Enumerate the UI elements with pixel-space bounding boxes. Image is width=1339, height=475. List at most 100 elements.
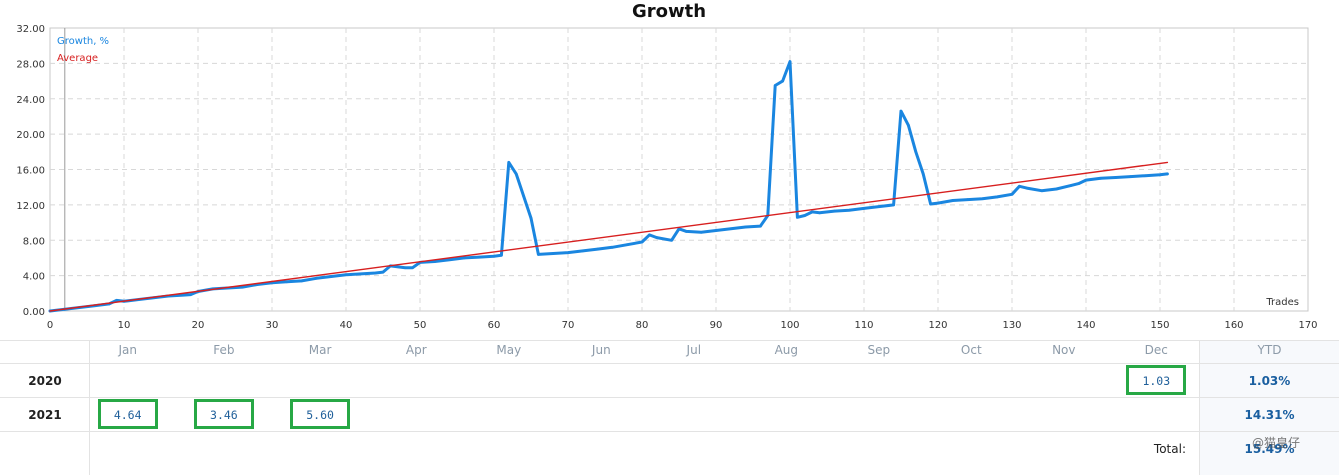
highlight-box [193,399,254,429]
growth-point [951,199,955,202]
growth-point [981,197,984,200]
growth-point [374,271,377,275]
growth-point [899,109,903,113]
legend-average: Average [57,53,98,64]
month-header-may: May [496,343,522,357]
x-tick-label: 110 [854,320,873,331]
grid-lines [50,28,1308,311]
growth-point [1055,187,1058,191]
row-divider-1 [0,397,1339,398]
growth-point [1166,172,1169,176]
growth-point [1018,185,1021,188]
x-tick-label: 0 [47,320,53,331]
growth-point [877,205,881,208]
growth-point [929,202,932,206]
growth-point [115,299,118,302]
total-label: Total: [1153,442,1186,456]
growth-chart: Growth 0.00 4.00 8.00 12.00 16.00 20.00 24.00 2… [16,1,1317,331]
x-tick-label: 20 [192,320,205,331]
growth-point [411,266,414,269]
growth-point [1025,186,1029,190]
row-divider-2 [0,431,1339,432]
growth-point [788,60,792,63]
growth-point [1099,177,1103,180]
growth-point [500,253,503,257]
x-tick-label: 90 [710,320,723,331]
month-header-feb: Feb [213,343,235,357]
growth-point [803,214,807,217]
month-value-cell: 1.03 [1142,374,1171,388]
growth-point [995,195,999,199]
y-tick-label: 4.00 [23,272,45,283]
growth-point [640,240,644,244]
growth-point [448,258,451,262]
growth-point [492,254,496,258]
growth-point [433,260,437,263]
growth-point [300,279,303,283]
month-header-jul: Jul [686,343,702,357]
month-header-mar: Mar [308,343,332,357]
growth-point [1084,178,1088,182]
month-header-apr: Apr [405,343,427,357]
growth-point [1143,174,1147,177]
growth-point [596,247,599,251]
x-tick-label: 10 [118,320,131,331]
axes: 0.00 4.00 8.00 12.00 16.00 20.00 24.00 28.00 32.… [16,24,1317,331]
row-header-divider [89,340,90,475]
table-top-border [0,340,1339,341]
growth-point [781,79,784,83]
x-tick-label: 80 [636,320,649,331]
legend-growth: Growth, % [57,36,109,47]
growth-point [699,230,703,234]
month-header-dec: Dec [1144,343,1168,357]
y-tick-label: 12.00 [16,201,45,212]
month-value-cell: 4.64 [113,408,142,422]
x-tick-label: 50 [414,320,427,331]
legend: Growth, % Average [57,36,109,64]
y-tick-label: 32.00 [16,24,45,35]
growth-point [914,150,918,154]
growth-point [1158,173,1162,177]
growth-point [714,229,718,232]
growth-point [1129,175,1132,178]
growth-point [796,215,799,219]
watermark: @猫皇仔 [1252,436,1301,450]
growth-point [344,273,348,277]
growth-point [507,161,511,164]
growth-point [241,285,244,289]
ytd-column-bg [1200,340,1339,475]
growth-point [463,256,466,260]
growth-point [537,253,540,256]
month-value-cell: 5.60 [306,408,334,422]
month-header-jun: Jun [591,343,611,357]
growth-point [329,275,333,278]
ytd-2021: 14.31% [1244,408,1295,422]
x-tick-label: 150 [1150,320,1169,331]
growth-point [810,210,814,214]
growth-point [1077,182,1080,185]
growth-point [773,84,777,87]
x-tick-label: 170 [1298,320,1317,331]
year-2020-label: 2020 [28,374,62,388]
highlight-box [290,399,351,429]
growth-point [285,280,289,284]
growth-point [381,270,385,274]
x-tick-label: 160 [1224,320,1243,331]
highlight-box [1126,365,1187,395]
growth-point [566,251,570,254]
y-tick-label: 24.00 [16,95,45,106]
ytd-header: YTD [1257,343,1282,357]
growth-point [744,225,747,229]
growth-point [818,211,821,215]
y-tick-label: 8.00 [23,236,45,247]
average-series-line [49,161,1169,312]
month-header-jan: Jan [118,343,137,357]
growth-point [359,272,363,276]
growth-point [1069,184,1073,187]
y-tick-label: 28.00 [16,59,45,70]
growth-point [892,203,895,207]
month-value-cell: 3.46 [210,408,238,422]
x-tick-label: 70 [562,320,575,331]
chart-title: Growth [632,1,706,22]
growth-point [670,238,673,242]
